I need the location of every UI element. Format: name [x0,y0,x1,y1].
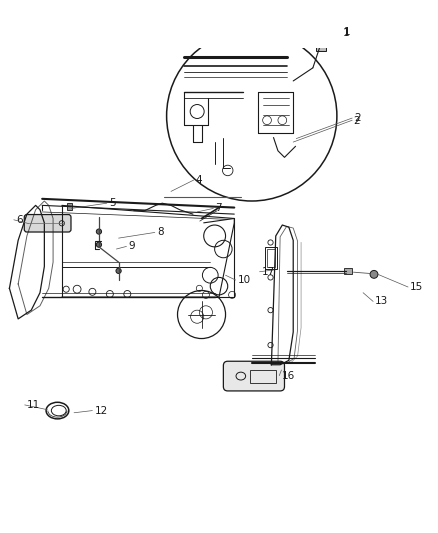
Text: 4: 4 [196,175,202,185]
Text: 16: 16 [282,370,295,381]
Text: 12: 12 [95,406,108,416]
Text: 15: 15 [410,282,424,292]
Text: 17: 17 [262,266,275,277]
Circle shape [116,268,121,273]
Circle shape [96,242,102,247]
Bar [344,268,352,274]
Circle shape [370,270,378,278]
Text: 8: 8 [157,228,164,237]
FancyBboxPatch shape [223,361,285,391]
Text: 6: 6 [16,215,23,225]
Circle shape [96,229,102,234]
Text: 7: 7 [215,204,222,213]
Text: 1: 1 [343,28,349,38]
Text: 2: 2 [353,116,360,126]
Text: 10: 10 [238,275,251,285]
Text: 11: 11 [27,400,40,410]
Bar [316,43,326,51]
Bar [267,249,275,266]
Text: 13: 13 [375,296,389,306]
Bar [250,370,276,383]
Text: 9: 9 [129,241,135,252]
Bar [67,203,72,210]
Text: 2: 2 [354,113,361,123]
Bar [265,247,277,269]
Text: 5: 5 [109,198,116,208]
FancyBboxPatch shape [24,215,71,232]
Text: 1: 1 [343,27,350,37]
